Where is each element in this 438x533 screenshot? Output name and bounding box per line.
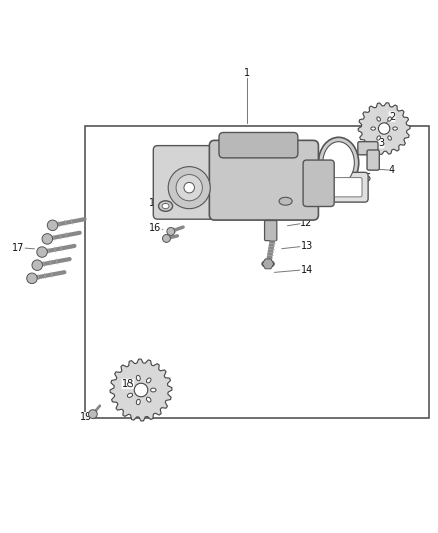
Text: 2: 2	[389, 112, 395, 122]
Circle shape	[88, 410, 97, 418]
Text: 8: 8	[184, 151, 191, 160]
Ellipse shape	[151, 388, 156, 392]
Text: 11: 11	[300, 193, 313, 203]
FancyBboxPatch shape	[358, 142, 378, 155]
Ellipse shape	[393, 127, 397, 130]
Ellipse shape	[377, 117, 381, 121]
Ellipse shape	[279, 197, 292, 205]
Text: 12: 12	[300, 217, 313, 228]
Ellipse shape	[388, 136, 392, 140]
Text: 6: 6	[365, 173, 371, 183]
Polygon shape	[262, 259, 274, 269]
Ellipse shape	[136, 399, 140, 405]
FancyBboxPatch shape	[153, 146, 226, 219]
Circle shape	[32, 260, 42, 270]
Polygon shape	[358, 103, 410, 155]
Ellipse shape	[127, 393, 133, 398]
Text: 3: 3	[378, 138, 384, 148]
Ellipse shape	[146, 378, 151, 383]
Text: 13: 13	[300, 241, 313, 251]
Ellipse shape	[377, 136, 381, 140]
FancyBboxPatch shape	[265, 221, 277, 241]
Text: 1: 1	[244, 68, 251, 78]
Ellipse shape	[318, 138, 359, 188]
Text: 19: 19	[80, 412, 92, 422]
Text: 5: 5	[349, 147, 355, 157]
Bar	[85, 126, 429, 418]
Circle shape	[37, 247, 47, 257]
Circle shape	[42, 233, 53, 244]
Ellipse shape	[262, 260, 274, 268]
FancyBboxPatch shape	[209, 140, 318, 220]
Circle shape	[162, 235, 170, 243]
FancyBboxPatch shape	[219, 133, 298, 158]
Circle shape	[176, 174, 202, 201]
Circle shape	[134, 383, 148, 397]
Text: 4: 4	[389, 165, 395, 175]
FancyBboxPatch shape	[303, 160, 334, 206]
Text: 7: 7	[233, 134, 240, 144]
Ellipse shape	[159, 201, 173, 211]
Text: 16: 16	[149, 223, 162, 233]
Circle shape	[186, 167, 192, 173]
Ellipse shape	[388, 117, 392, 121]
Circle shape	[167, 228, 175, 236]
Text: 18: 18	[122, 379, 134, 389]
FancyBboxPatch shape	[367, 150, 379, 170]
Ellipse shape	[136, 375, 140, 381]
Ellipse shape	[371, 127, 375, 130]
Polygon shape	[110, 359, 172, 421]
Ellipse shape	[323, 142, 354, 184]
Circle shape	[47, 220, 58, 231]
Text: 10: 10	[193, 168, 205, 178]
Ellipse shape	[127, 383, 133, 387]
Ellipse shape	[146, 397, 151, 402]
Circle shape	[378, 123, 390, 134]
FancyBboxPatch shape	[330, 177, 362, 197]
Text: 14: 14	[300, 264, 313, 274]
Circle shape	[27, 273, 37, 284]
FancyBboxPatch shape	[324, 172, 368, 202]
Text: 9: 9	[156, 158, 162, 168]
Circle shape	[184, 182, 194, 193]
Text: 15: 15	[149, 198, 162, 208]
Text: 17: 17	[12, 243, 25, 253]
Ellipse shape	[162, 204, 169, 209]
Circle shape	[168, 167, 210, 209]
